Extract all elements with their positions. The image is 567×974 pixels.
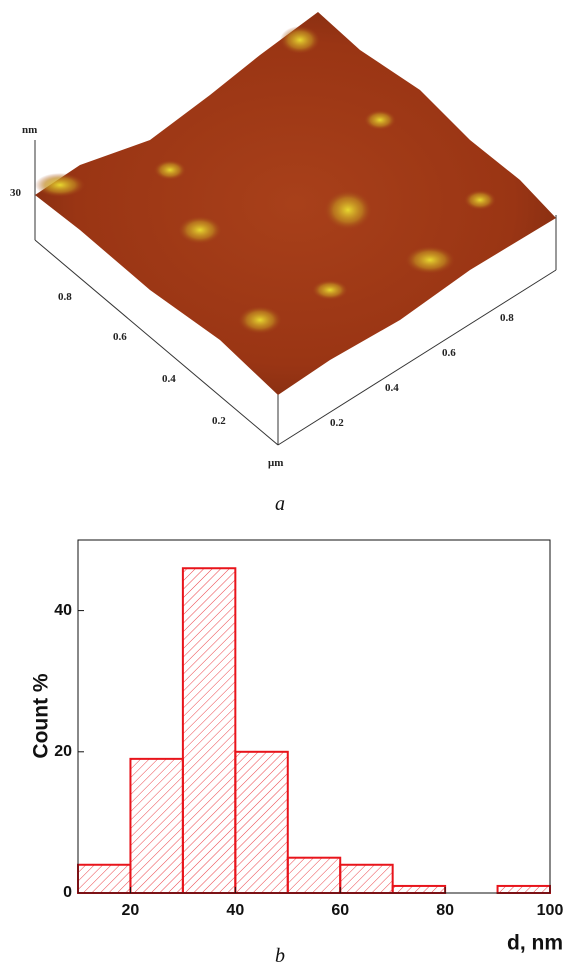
left-tick-label: 0.2 (212, 415, 226, 427)
x-axis-label: d, nm (507, 932, 563, 955)
left-tick-label: 0.6 (113, 331, 127, 343)
right-tick-label: 0.6 (442, 347, 456, 359)
left-tick-label: 0.8 (58, 291, 72, 303)
right-tick-label: 0.8 (500, 312, 514, 324)
bar (129, 757, 184, 894)
y-axis-label: Count % (30, 673, 53, 758)
right-tick-label: 0.2 (330, 417, 344, 429)
bar (234, 750, 289, 894)
axis-line (34, 239, 279, 446)
x-tick-label: 40 (226, 902, 244, 919)
z-unit: nm (22, 124, 37, 136)
y-tick-label: 20 (54, 743, 72, 760)
bar (77, 863, 132, 895)
z-tick-label: 30 (10, 187, 22, 199)
caption: a (275, 493, 285, 515)
x-tick-label: 80 (436, 902, 454, 919)
left-tick-label: 0.4 (162, 373, 176, 385)
caption: b (275, 945, 285, 967)
plot-frame (77, 539, 551, 894)
histogram: 0 20 40 20 40 60 80 100 d, nm Count % (30, 539, 564, 955)
afm-panel: nm 30 0.8 0.6 0.4 0.2 0.2 0.4 0.6 0.8 μm (10, 12, 557, 469)
y-tick-label: 40 (54, 602, 72, 619)
bar (181, 567, 237, 894)
axis-line (277, 269, 557, 446)
bar (286, 856, 342, 895)
bar (339, 863, 394, 895)
right-tick-label: 0.4 (385, 382, 399, 394)
afm-grains (35, 26, 496, 334)
y-tick-label: 0 (63, 884, 72, 901)
afm-surface (35, 12, 556, 395)
x-tick-label: 100 (537, 902, 564, 919)
xy-unit: μm (268, 457, 283, 469)
x-tick-label: 60 (331, 902, 349, 919)
bar (391, 884, 447, 895)
x-tick-label: 20 (122, 902, 140, 919)
bar (496, 884, 551, 895)
